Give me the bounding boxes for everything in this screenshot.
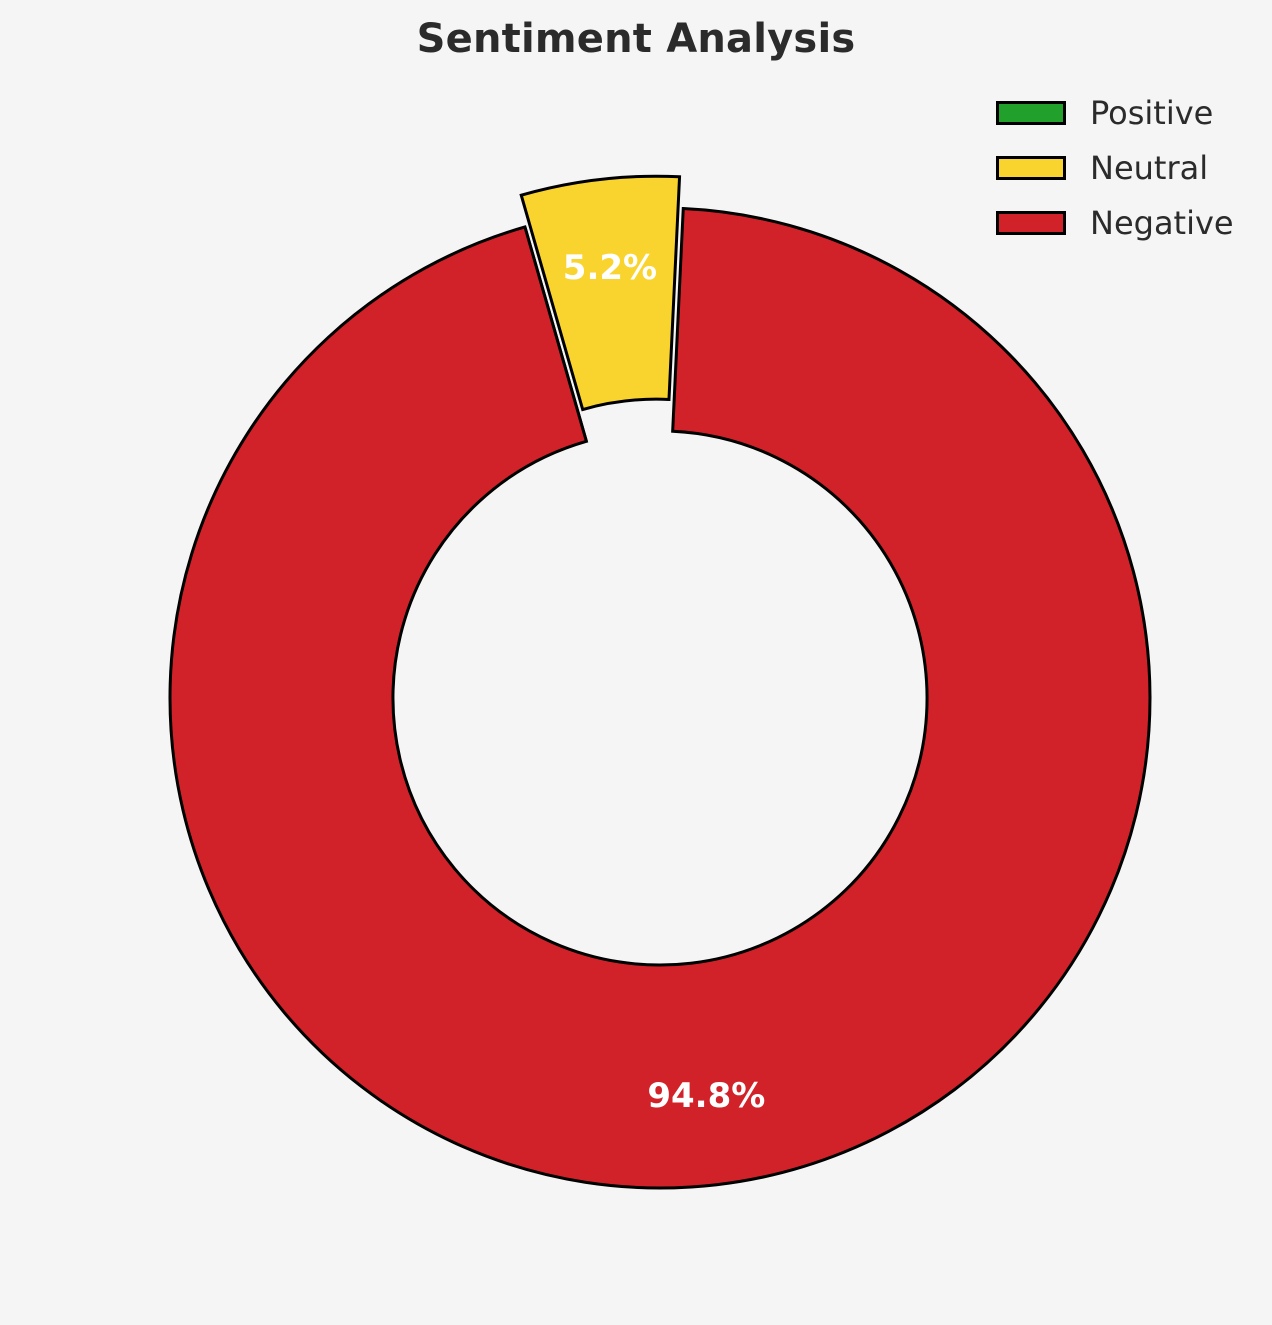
legend-label-neutral: Neutral bbox=[1090, 149, 1209, 187]
legend-swatch-positive bbox=[996, 101, 1066, 125]
slice-value-label-negative: 94.8% bbox=[647, 1076, 765, 1116]
slice-labels-group: 5.2% 94.8% bbox=[563, 248, 766, 1116]
legend-swatch-negative bbox=[996, 211, 1066, 235]
legend-item-positive[interactable]: Positive bbox=[996, 94, 1234, 132]
legend-item-negative[interactable]: Negative bbox=[996, 204, 1234, 242]
donut-slice-negative[interactable] bbox=[168, 206, 1152, 1190]
legend-swatch-neutral bbox=[996, 156, 1066, 180]
legend-label-negative: Negative bbox=[1090, 204, 1234, 242]
slices-group bbox=[168, 174, 1152, 1190]
legend-label-positive: Positive bbox=[1090, 94, 1214, 132]
slice-value-label-neutral: 5.2% bbox=[563, 248, 657, 288]
legend-item-neutral[interactable]: Neutral bbox=[996, 149, 1234, 187]
page-title: Sentiment Analysis bbox=[416, 16, 856, 62]
legend: Positive Neutral Negative bbox=[996, 94, 1234, 242]
donut-slice-neutral[interactable] bbox=[519, 174, 682, 412]
